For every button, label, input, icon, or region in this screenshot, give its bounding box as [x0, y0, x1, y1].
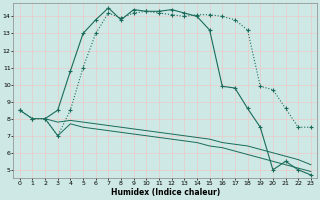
X-axis label: Humidex (Indice chaleur): Humidex (Indice chaleur) — [111, 188, 220, 197]
